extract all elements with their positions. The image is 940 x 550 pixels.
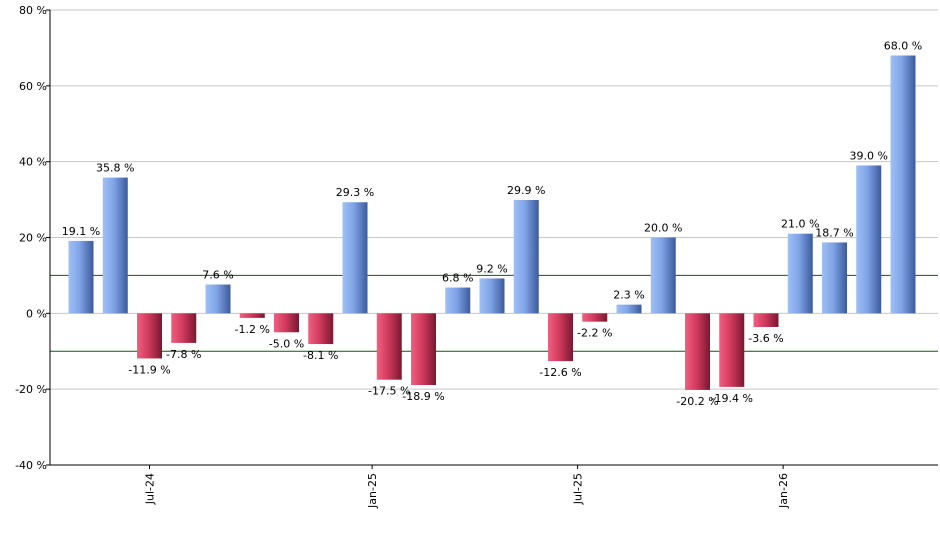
x-axis-ticks: Jul-24 Jan-25 Jul-25 Jan-26 (144, 465, 790, 509)
data-label: -8.1 % (303, 349, 338, 362)
data-label: 20.0 % (644, 222, 682, 235)
bar (171, 313, 197, 343)
x-tick-label: Jul-25 (572, 473, 585, 505)
data-label: -11.9 % (128, 363, 170, 376)
data-label: -2.2 % (577, 327, 612, 340)
data-label: -20.2 % (676, 395, 718, 408)
x-tick-label: Jan-26 (777, 473, 790, 509)
y-tick-label: 0 % (26, 307, 47, 320)
data-label: 7.6 % (202, 269, 233, 282)
data-label: 6.8 % (442, 272, 473, 285)
y-tick-label: 60 % (19, 80, 47, 93)
data-label: 2.3 % (613, 289, 644, 302)
x-tick-label: Jul-24 (144, 473, 157, 505)
bars (68, 55, 916, 390)
y-tick-label: -20 % (15, 383, 47, 396)
y-tick-label: 40 % (19, 156, 47, 169)
y-tick-label: -40 % (15, 459, 47, 472)
bar (650, 237, 676, 314)
bar (205, 284, 231, 314)
data-label: 35.8 % (96, 162, 134, 175)
data-label: 29.3 % (336, 186, 374, 199)
bar (582, 313, 608, 322)
bar (274, 313, 299, 333)
bar (856, 165, 882, 314)
y-tick-label: 20 % (19, 232, 47, 245)
bar (102, 177, 128, 314)
data-label: -17.5 % (368, 385, 410, 398)
bar (376, 313, 402, 380)
data-label: -1.2 % (235, 323, 270, 336)
bar (342, 202, 368, 314)
data-label: 68.0 % (884, 40, 922, 53)
data-label: 39.0 % (850, 149, 888, 162)
data-label: -7.8 % (166, 348, 201, 361)
y-axis-ticks: -40 % -20 % 0 % 20 % 40 % 60 % 80 % (15, 4, 50, 472)
bar (239, 313, 265, 318)
data-label: 9.2 % (476, 262, 507, 275)
data-label: -12.6 % (539, 366, 581, 379)
data-label: 19.1 % (62, 225, 100, 238)
bar (890, 55, 916, 314)
bar (548, 313, 573, 362)
data-label: 29.9 % (507, 184, 545, 197)
data-labels: 19.1 % 35.8 % -11.9 % -7.8 % 7.6 % -1.2 %-5.0… (62, 40, 922, 408)
bar (137, 313, 162, 359)
bar (68, 240, 94, 314)
data-label: -18.9 % (402, 390, 444, 403)
y-tick-label: 80 % (19, 4, 47, 17)
bar (753, 313, 779, 327)
bar (411, 313, 436, 385)
x-tick-label: Jan-25 (366, 473, 379, 509)
bar (822, 242, 847, 314)
data-label: -19.4 % (711, 392, 753, 405)
bar (685, 313, 710, 390)
bar (308, 313, 334, 345)
data-label: 21.0 % (781, 218, 819, 231)
bar (513, 199, 539, 314)
bar (787, 233, 813, 314)
bar (479, 278, 505, 314)
data-label: 18.7 % (815, 226, 853, 239)
bar (445, 287, 471, 314)
bar (616, 304, 642, 314)
data-label: -5.0 % (269, 337, 304, 350)
bar (719, 313, 745, 387)
data-label: -3.6 % (748, 332, 783, 345)
